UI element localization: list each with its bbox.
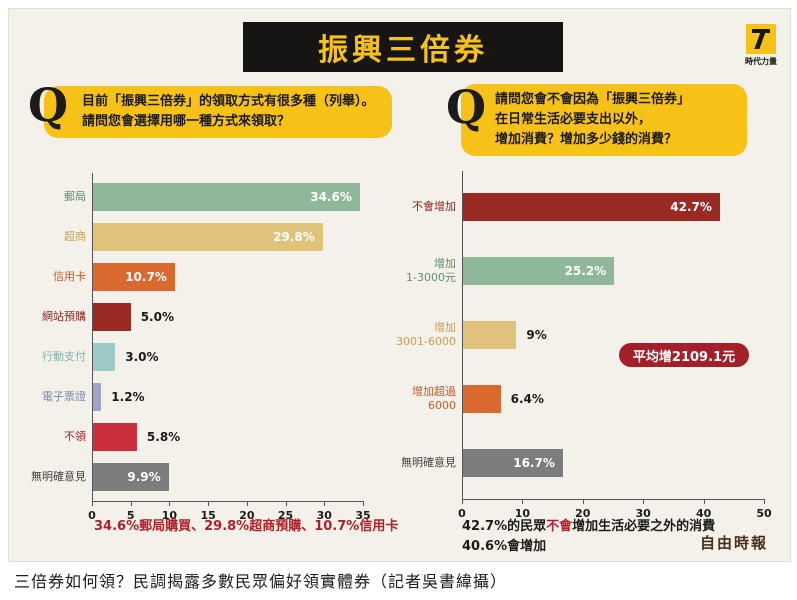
right-question-line-3: 增加消費？增加多少錢的消費？ [495, 132, 678, 147]
category-label: 增加超過 6000 [412, 385, 456, 412]
bar [92, 343, 116, 371]
logo-icon [746, 24, 776, 54]
x-tick [246, 501, 248, 506]
bar-value-label: 25.2% [564, 264, 607, 278]
right-question-line-2: 在日常生活必要支出以外， [495, 112, 652, 127]
x-tick [208, 501, 210, 506]
x-tick [522, 499, 524, 504]
x-axis-line [92, 501, 363, 502]
category-label: 電子票證 [42, 390, 86, 403]
category-label: 無明確意見 [401, 456, 456, 469]
source-mark: 自由時報 [700, 534, 769, 552]
x-tick-label: 30 [635, 507, 651, 520]
right-question-line-1: 請問您會不會因為「振興三倍券」 [495, 92, 691, 107]
category-label: 網站預購 [42, 310, 86, 323]
x-tick-label: 5 [126, 509, 135, 522]
bar-value-label: 3.0% [125, 350, 159, 364]
x-tick [363, 501, 364, 506]
left-summary-part-2: 29.8%超商預購、 [204, 519, 315, 534]
x-tick-label: 0 [88, 509, 96, 522]
party-logo: 時代力量 [744, 24, 778, 68]
right-summary-part-1: 42.7%的民眾 [462, 519, 547, 534]
x-axis-line [462, 499, 764, 500]
x-tick [92, 501, 93, 506]
y-axis-line [92, 173, 93, 501]
bar [92, 423, 137, 451]
bar-value-label: 29.8% [273, 230, 315, 244]
x-tick-label: 25 [277, 509, 294, 522]
category-label: 超商 [64, 230, 86, 243]
x-tick-label: 20 [239, 509, 255, 522]
bar [92, 223, 323, 251]
x-tick [169, 501, 171, 506]
category-label: 行動支付 [42, 350, 86, 363]
right-q-letter: Q [446, 80, 487, 134]
page-title: 振興三倍券 [243, 22, 563, 72]
x-tick [462, 499, 463, 504]
category-label: 郵局 [64, 190, 86, 203]
x-tick [703, 499, 705, 504]
bar [462, 257, 615, 285]
left-question-line-1: 目前「振興三倍券」的領取方式有很多種（列舉）。 [82, 94, 375, 109]
bar [92, 183, 360, 211]
x-tick [130, 501, 132, 506]
right-question-banner: 請問您會不會因為「振興三倍券」 在日常生活必要支出以外， 增加消費？增加多少錢的… [461, 84, 747, 156]
right-summary-line-2: 40.6%會增加 [462, 539, 547, 554]
bar [92, 383, 102, 411]
x-tick-label: 10 [514, 507, 531, 520]
bar-value-label: 34.6% [310, 190, 352, 204]
logo-text: 時代力量 [745, 57, 777, 66]
x-tick [285, 501, 287, 506]
x-tick-label: 10 [161, 509, 178, 522]
bar-value-label: 1.2% [111, 390, 145, 404]
bar [462, 449, 563, 477]
left-question-banner: 目前「振興三倍券」的領取方式有很多種（列舉）。 請問您會選擇用哪一種方式來領取？ [44, 86, 392, 138]
x-tick-label: 30 [316, 509, 332, 522]
x-tick [643, 499, 645, 504]
x-tick [324, 501, 326, 506]
bar-value-label: 5.8% [146, 430, 181, 444]
category-label: 不會增加 [412, 200, 456, 213]
left-q-letter: Q [28, 78, 69, 132]
bar [462, 321, 517, 349]
right-summary-line-1: 42.7%的民眾不會增加生活必要之外的消費 [462, 515, 715, 534]
x-tick-label: 20 [575, 507, 591, 520]
left-summary-part-3: 10.7%信用卡 [314, 519, 399, 534]
category-label: 信用卡 [53, 270, 86, 283]
category-label: 不領 [64, 430, 86, 443]
bar-value-label: 9% [526, 328, 547, 342]
left-question-line-2: 請問您會選擇用哪一種方式來領取？ [82, 114, 291, 129]
photo-caption: 三倍券如何領？民調揭露多數民眾偏好領實體券（記者吳書緯攝） [14, 572, 508, 591]
bar-value-label: 9.9% [127, 470, 161, 484]
left-summary: 34.6%郵局購買、29.8%超商預購、10.7%信用卡 [94, 515, 398, 534]
bar-value-label: 42.7% [670, 200, 712, 214]
bar-value-label: 5.0% [140, 310, 174, 324]
average-badge: 平均增2109.1元 [619, 343, 749, 367]
bar-value-label: 10.7% [125, 270, 167, 284]
x-tick-label: 40 [695, 507, 712, 520]
bar [92, 463, 169, 491]
bar [462, 193, 720, 221]
category-label: 增加 3001-6000 [396, 321, 456, 348]
bar [462, 385, 501, 413]
right-summary-part-2: 不會 [546, 519, 573, 534]
y-axis-line [462, 171, 463, 499]
x-tick-label: 50 [756, 507, 772, 520]
x-tick-label: 0 [458, 507, 466, 520]
x-tick-label: 35 [355, 509, 371, 522]
bar-value-label: 6.4% [510, 392, 544, 406]
category-label: 增加 1-3000元 [406, 257, 456, 284]
x-tick-label: 15 [200, 509, 216, 522]
bar [92, 303, 131, 331]
right-summary-part-3: 增加生活必要之外的消費 [572, 519, 716, 534]
category-label: 無明確意見 [31, 470, 86, 483]
x-tick [764, 499, 765, 504]
x-tick [582, 499, 584, 504]
bar [92, 263, 175, 291]
left-summary-part-1: 34.6%郵局購買、 [94, 519, 205, 534]
bar-value-label: 16.7% [513, 456, 555, 470]
